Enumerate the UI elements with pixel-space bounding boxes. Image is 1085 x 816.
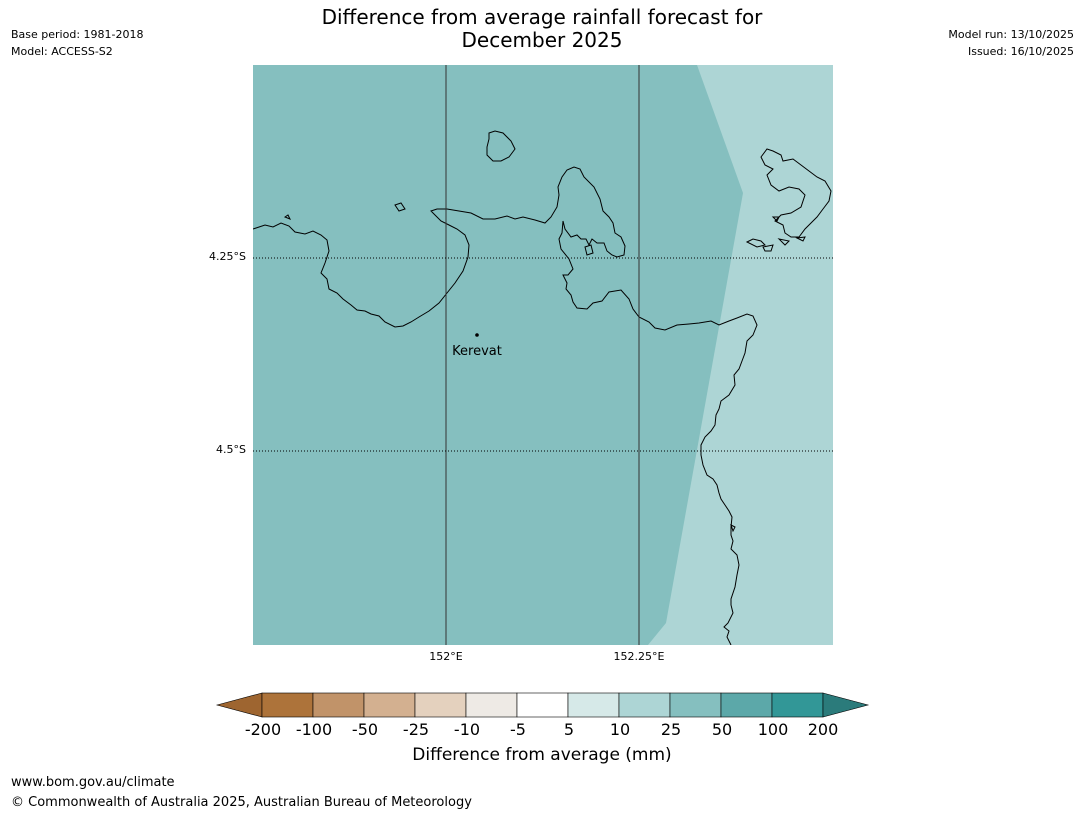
lat-tick-4-5s: 4.5°S — [216, 443, 246, 456]
colorbar-label-12: 200 — [807, 720, 839, 739]
coastline-main — [253, 166, 758, 645]
island-south-small — [730, 524, 736, 533]
colorbar-bin-9 — [669, 692, 722, 718]
colorbar-bin-5 — [465, 692, 518, 718]
colorbar-label-11: 100 — [757, 720, 789, 739]
kerevat-label: Kerevat — [452, 344, 502, 359]
island-small-2 — [283, 214, 292, 220]
footer-url: www.bom.gov.au/climate — [11, 775, 175, 790]
colorbar-bin-6 — [516, 692, 569, 718]
island-east-2 — [777, 238, 791, 246]
title-line-1: Difference from average rainfall forecas… — [321, 5, 763, 29]
colorbar-bin-11 — [771, 692, 824, 718]
colorbar-bin-7 — [567, 692, 620, 718]
island-east-1 — [745, 238, 766, 248]
colorbar-label-10: 50 — [711, 720, 733, 739]
title-line-2: December 2025 — [461, 28, 623, 52]
colorbar-label-5: -10 — [453, 720, 481, 739]
colorbar-label-9: 25 — [660, 720, 682, 739]
lon-tick-152e: 152°E — [429, 650, 463, 663]
colorbar-label-7: 5 — [563, 720, 575, 739]
meta-left: Base period: 1981-2018 Model: ACCESS-S2 — [11, 26, 143, 60]
colorbar-label-6: -5 — [510, 720, 526, 739]
colorbar-extend-low — [215, 692, 263, 718]
meta-right: Model run: 13/10/2025 Issued: 16/10/2025 — [948, 26, 1074, 60]
island-north — [486, 130, 516, 162]
colorbar-bin-3 — [363, 692, 416, 718]
colorbar-bin-8 — [618, 692, 671, 718]
island-small-3 — [584, 244, 594, 256]
forecast-map: Kerevat — [253, 65, 833, 645]
footer-copyright: © Commonwealth of Australia 2025, Austra… — [11, 795, 472, 810]
island-east-3 — [762, 244, 774, 252]
colorbar-extend-high — [822, 692, 870, 718]
island-small-1 — [394, 202, 406, 212]
colorbar-title: Difference from average (mm) — [412, 745, 672, 765]
island-east-5 — [771, 216, 780, 222]
colorbar-bin-4 — [414, 692, 467, 718]
colorbar-label-3: -50 — [351, 720, 379, 739]
colorbar-label-8: 10 — [609, 720, 631, 739]
region-10-25 — [648, 65, 833, 645]
colorbar — [215, 692, 870, 718]
base-period-text: Base period: 1981-2018 — [11, 28, 144, 41]
colorbar-label-1: -200 — [244, 720, 282, 739]
colorbar-bin-1 — [261, 692, 314, 718]
lon-tick-152-25e: 152.25°E — [613, 650, 665, 663]
model-run-text: Model run: 13/10/2025 — [948, 28, 1074, 41]
chart-title: Difference from average rainfall forecas… — [242, 6, 842, 52]
peninsula-east — [760, 148, 832, 238]
colorbar-bin-2 — [312, 692, 365, 718]
lat-tick-4-25s: 4.25°S — [209, 250, 246, 263]
colorbar-label-4: -25 — [402, 720, 430, 739]
issued-text: Issued: 16/10/2025 — [967, 45, 1074, 58]
coastline — [253, 130, 832, 645]
grid-lines — [253, 65, 833, 645]
colorbar-label-2: -100 — [295, 720, 333, 739]
colorbar-bin-10 — [720, 692, 773, 718]
island-east-4 — [795, 236, 806, 242]
model-text: Model: ACCESS-S2 — [11, 45, 113, 58]
kerevat-marker — [475, 333, 479, 337]
